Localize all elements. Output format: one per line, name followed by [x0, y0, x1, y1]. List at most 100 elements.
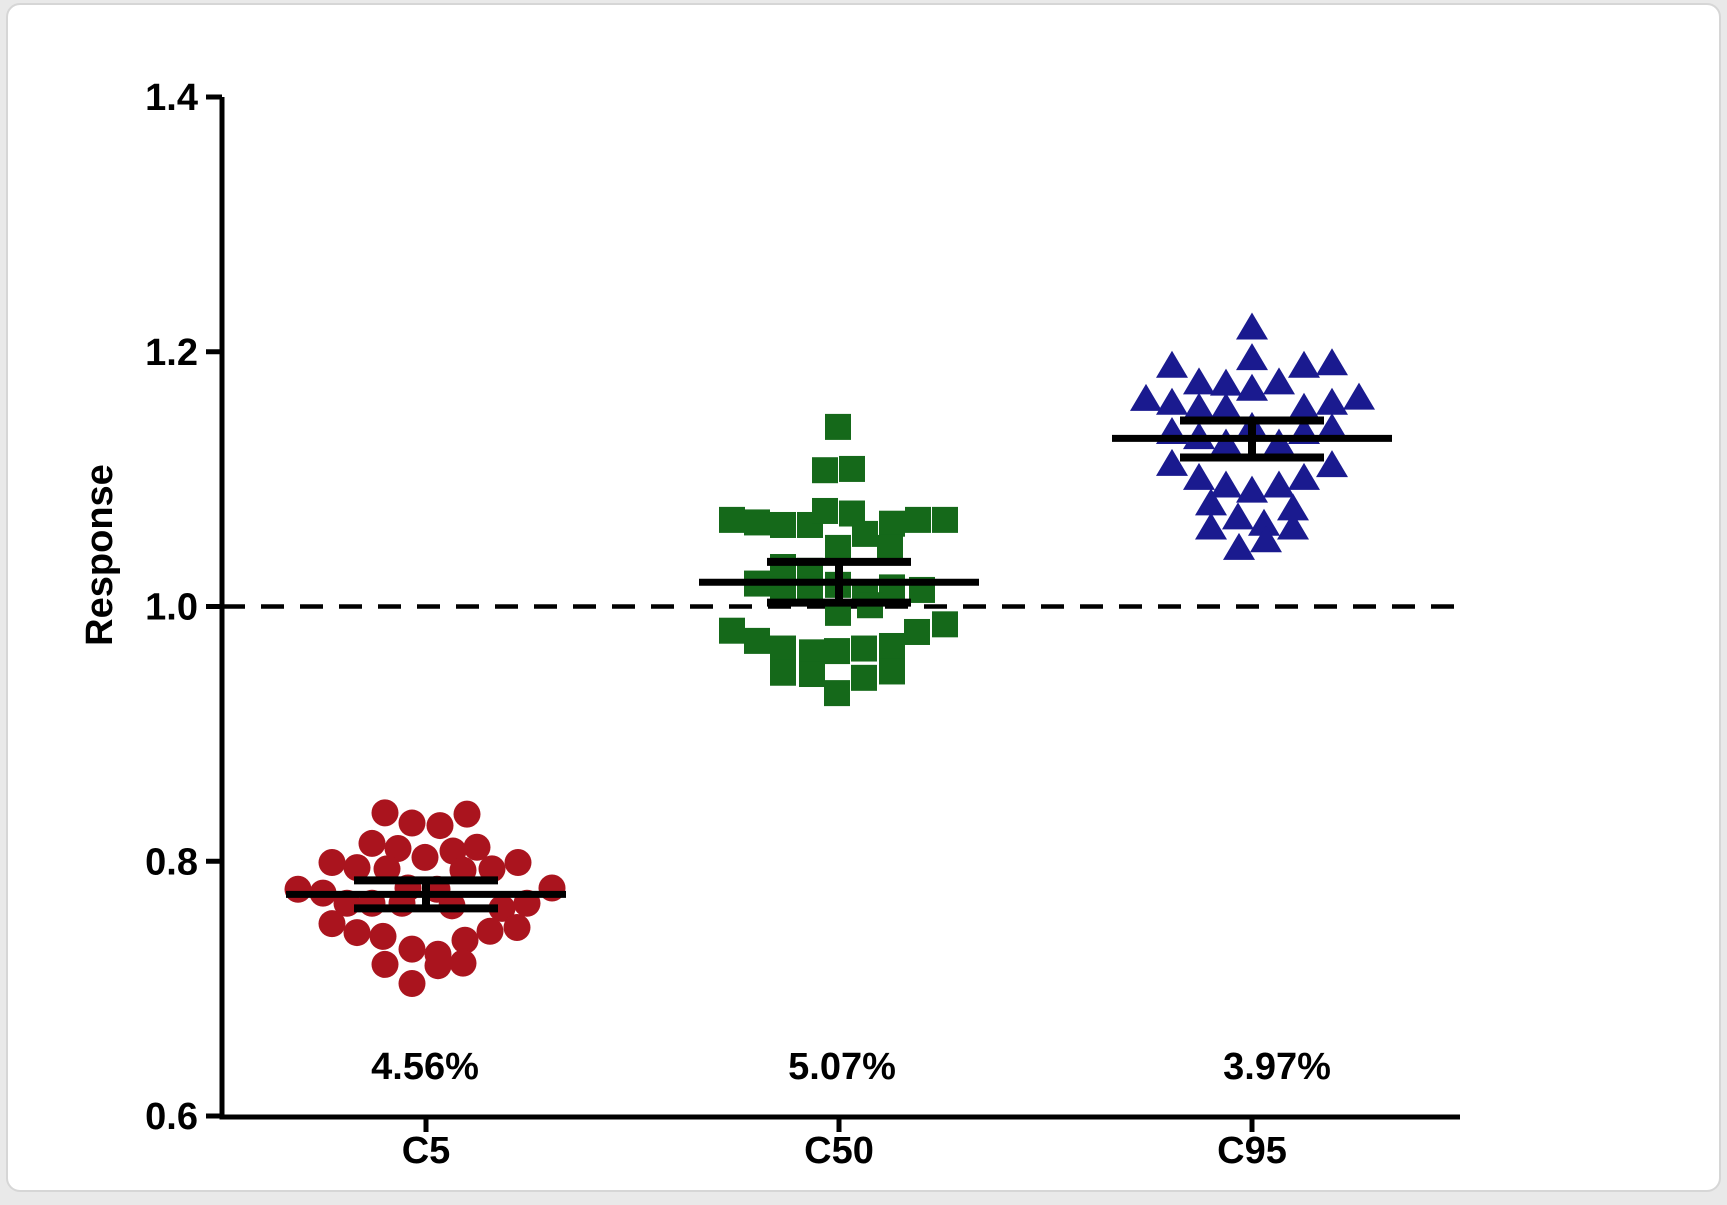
data-point-C5 — [411, 843, 439, 871]
data-point-C95 — [1288, 350, 1320, 378]
cv-label-C50: 5.07% — [788, 1046, 896, 1088]
data-point-C95 — [1248, 508, 1280, 536]
data-point-C95 — [1210, 392, 1242, 420]
data-point-C50 — [719, 506, 745, 533]
data-point-C95 — [1288, 462, 1320, 490]
y-tick-label-1.0: 1.0 — [145, 587, 198, 629]
data-point-C50 — [770, 554, 796, 581]
data-point-C50 — [932, 506, 958, 533]
data-point-C95 — [1183, 367, 1215, 395]
data-point-C50 — [879, 632, 905, 659]
data-point-C50 — [770, 659, 796, 686]
data-point-C5 — [371, 799, 399, 827]
data-point-C95 — [1236, 343, 1268, 371]
data-point-C50 — [799, 661, 825, 688]
data-point-C50 — [825, 534, 851, 561]
data-point-C5 — [453, 800, 481, 828]
data-point-C95 — [1263, 470, 1295, 498]
y-tick-label-1.2: 1.2 — [145, 332, 198, 374]
data-point-C95 — [1316, 450, 1348, 478]
data-point-C5 — [478, 855, 506, 883]
data-point-C5 — [449, 949, 477, 977]
data-point-C50 — [851, 635, 877, 662]
y-tick-label-0.8: 0.8 — [145, 841, 198, 883]
figure-card: 4.56% C5 5.07% C50 3.97% C95 0.6 0.8 1.0 1.2 1.4 Re… — [6, 3, 1721, 1192]
data-point-C5 — [318, 910, 346, 938]
data-point-C50 — [744, 627, 770, 654]
data-point-C95 — [1263, 428, 1295, 456]
data-point-C50 — [719, 617, 745, 644]
data-point-C95 — [1250, 525, 1282, 553]
data-point-C95 — [1316, 348, 1348, 376]
y-tick-label-1.4: 1.4 — [145, 77, 198, 119]
data-point-C50 — [839, 455, 865, 482]
data-point-C5 — [358, 829, 386, 857]
data-point-C95 — [1316, 387, 1348, 415]
data-point-C50 — [825, 413, 851, 440]
data-point-C50 — [932, 611, 958, 638]
data-point-C50 — [770, 511, 796, 538]
data-point-C50 — [879, 658, 905, 685]
data-point-C95 — [1130, 383, 1162, 411]
data-point-C5 — [503, 913, 531, 941]
data-point-C5 — [398, 970, 426, 998]
data-point-C50 — [744, 509, 770, 536]
data-point-C5 — [488, 894, 516, 922]
data-point-C95 — [1223, 532, 1255, 560]
data-point-C95 — [1156, 448, 1188, 476]
data-point-C50 — [904, 618, 930, 645]
data-point-C5 — [398, 809, 426, 837]
data-point-C95 — [1343, 382, 1375, 410]
x-tick-label-C95: C95 — [1217, 1130, 1287, 1172]
data-point-C95 — [1195, 512, 1227, 540]
data-point-C95 — [1263, 367, 1295, 395]
data-point-C5 — [424, 952, 452, 980]
x-tick-label-C50: C50 — [804, 1130, 874, 1172]
data-point-C5 — [373, 855, 401, 883]
data-point-C95 — [1210, 470, 1242, 498]
data-point-C5 — [369, 922, 397, 950]
data-point-C50 — [812, 457, 838, 484]
data-point-C5 — [504, 849, 532, 877]
data-point-C5 — [318, 849, 346, 877]
data-point-C50 — [877, 534, 903, 561]
data-point-C50 — [851, 664, 877, 691]
data-point-C95 — [1277, 493, 1309, 521]
data-point-C95 — [1288, 392, 1320, 420]
data-point-C95 — [1156, 350, 1188, 378]
data-point-C95 — [1210, 368, 1242, 396]
data-point-C95 — [1236, 475, 1268, 503]
data-point-C5 — [371, 950, 399, 978]
y-tick-label-0.6: 0.6 — [145, 1096, 198, 1138]
data-point-C50 — [879, 510, 905, 537]
data-point-C50 — [824, 680, 850, 707]
data-point-C95 — [1183, 392, 1215, 420]
data-point-C50 — [905, 506, 931, 533]
data-point-C50 — [824, 638, 850, 665]
data-point-C5 — [384, 835, 412, 863]
data-point-C95 — [1236, 312, 1268, 340]
x-tick-label-C5: C5 — [402, 1130, 451, 1172]
cv-label-C5: 4.56% — [371, 1046, 479, 1088]
data-point-C95 — [1236, 373, 1268, 401]
data-point-C95 — [1277, 512, 1309, 540]
data-point-C95 — [1183, 462, 1215, 490]
data-point-C95 — [1222, 502, 1254, 530]
data-point-C95 — [1316, 413, 1348, 441]
y-axis-title: Response — [79, 464, 121, 646]
data-point-C5 — [463, 833, 491, 861]
data-point-C50 — [852, 520, 878, 547]
data-point-C50 — [879, 574, 905, 601]
data-point-C5 — [343, 854, 371, 882]
data-point-C5 — [398, 935, 426, 963]
data-point-C95 — [1156, 387, 1188, 415]
data-point-C50 — [812, 497, 838, 524]
data-point-C5 — [284, 875, 312, 903]
data-point-C5 — [343, 919, 371, 947]
data-point-C5 — [426, 812, 454, 840]
data-point-C5 — [451, 926, 479, 954]
data-point-C95 — [1195, 488, 1227, 516]
data-point-C5 — [476, 917, 504, 945]
data-point-C50 — [770, 635, 796, 662]
cv-label-C95: 3.97% — [1223, 1046, 1331, 1088]
